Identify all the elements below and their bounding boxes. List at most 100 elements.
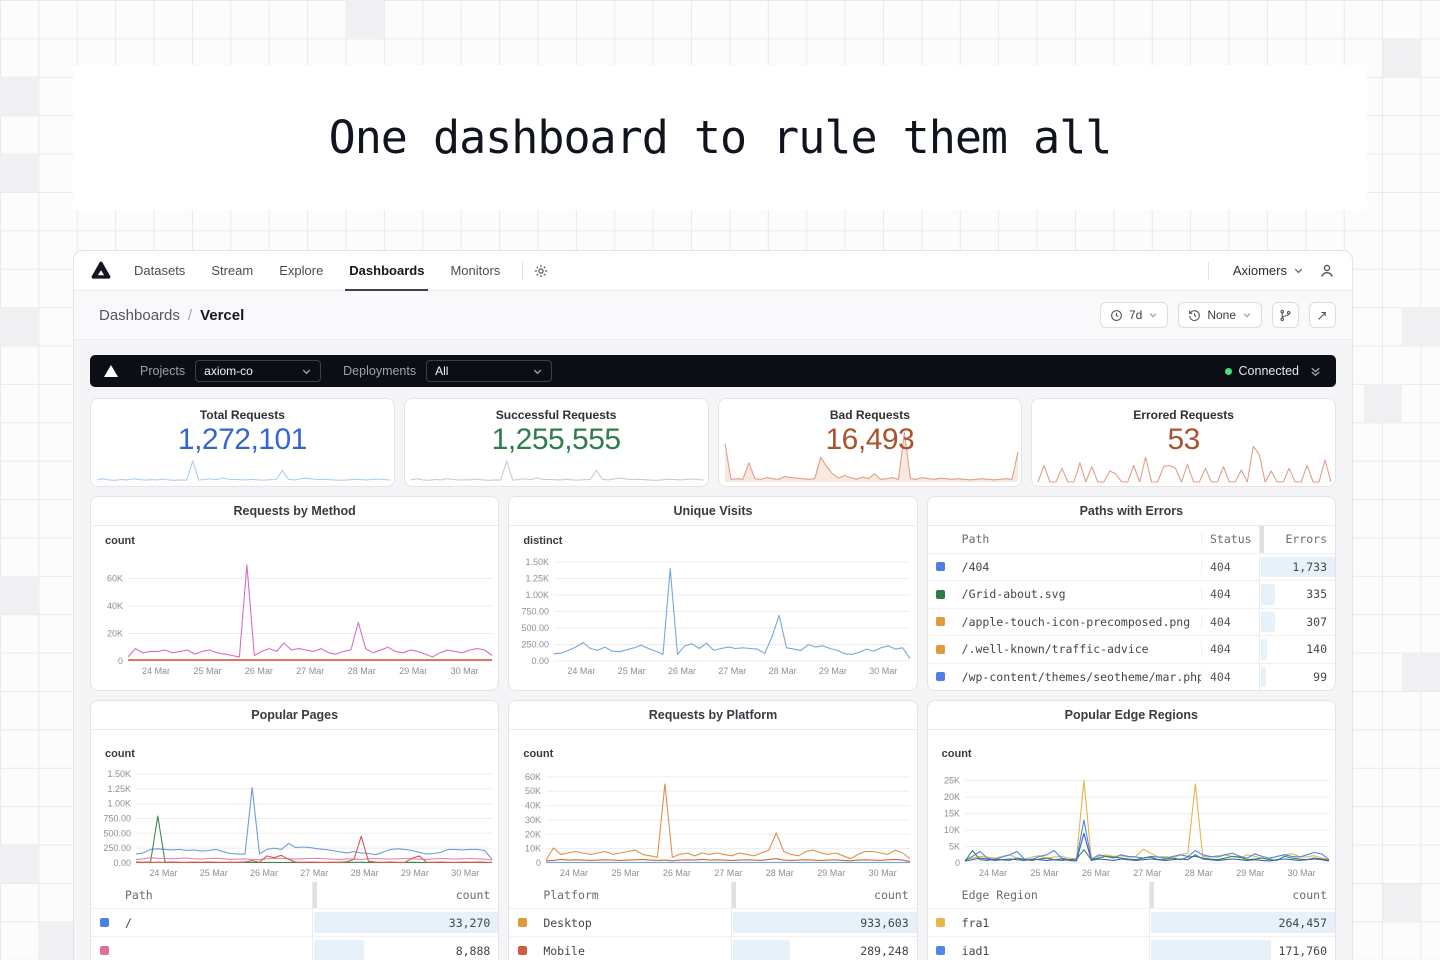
label-cell: 404 bbox=[1201, 559, 1259, 574]
grid-shaded-cell bbox=[0, 154, 38, 192]
svg-text:500.00: 500.00 bbox=[522, 623, 550, 633]
projects-select[interactable]: axiom-co bbox=[195, 360, 322, 382]
share-button[interactable] bbox=[1309, 302, 1336, 328]
svg-text:26 Mar: 26 Mar bbox=[1082, 868, 1110, 878]
svg-text:27 Mar: 27 Mar bbox=[719, 666, 747, 676]
compare-button[interactable]: None bbox=[1178, 302, 1262, 328]
table-row[interactable]: /apple-touch-icon-precomposed.png 404 307 bbox=[927, 607, 1335, 635]
table-row[interactable]: 8,888 bbox=[91, 936, 499, 960]
panel-unique-visits: Unique Visits distinct 0.00 250.00 500.00 7… bbox=[508, 496, 918, 691]
divider bbox=[522, 261, 524, 280]
metric-label: distinct bbox=[523, 535, 563, 547]
tab-monitors[interactable]: Monitors bbox=[450, 263, 501, 278]
grid-shaded-cell bbox=[346, 0, 384, 38]
stat-cards: Total Requests 1,272,101 Successful Requ… bbox=[90, 398, 1336, 487]
nav-right: Axiomers bbox=[1198, 261, 1336, 280]
org-switcher[interactable]: Axiomers bbox=[1233, 263, 1304, 278]
top-navbar: Datasets Stream Explore Dashboards Monit… bbox=[74, 251, 1352, 291]
column-header[interactable]: Path bbox=[961, 532, 990, 547]
user-icon[interactable] bbox=[1318, 262, 1336, 280]
table-row[interactable]: /Grid-about.svg 404 335 bbox=[927, 580, 1335, 608]
svg-text:25 Mar: 25 Mar bbox=[1030, 868, 1058, 878]
stat-total-requests[interactable]: Total Requests 1,272,101 bbox=[90, 398, 395, 487]
value-bar bbox=[1261, 639, 1267, 660]
label-cell: fra1 bbox=[961, 915, 990, 930]
table-row[interactable]: / 33,270 bbox=[91, 908, 499, 936]
svg-text:25K: 25K bbox=[944, 776, 960, 786]
column-header[interactable]: count bbox=[1149, 882, 1335, 908]
hero-banner: One dashboard to rule them all bbox=[73, 65, 1367, 210]
status-label: Connected bbox=[1238, 364, 1299, 378]
svg-text:26 Mar: 26 Mar bbox=[245, 666, 273, 676]
value-bar bbox=[1261, 666, 1266, 687]
value-cell: 264,457 bbox=[1149, 909, 1335, 936]
breadcrumb: Dashboards / Vercel bbox=[99, 307, 244, 324]
svg-text:24 Mar: 24 Mar bbox=[560, 868, 588, 878]
svg-text:25 Mar: 25 Mar bbox=[200, 868, 228, 878]
value-bar bbox=[314, 912, 499, 933]
time-range-button[interactable]: 7d bbox=[1099, 302, 1169, 328]
series-swatch bbox=[517, 946, 527, 955]
tab-explore[interactable]: Explore bbox=[279, 263, 324, 278]
svg-text:1.00K: 1.00K bbox=[107, 799, 131, 809]
svg-text:0.00: 0.00 bbox=[113, 858, 131, 868]
svg-text:28 Mar: 28 Mar bbox=[769, 666, 797, 676]
svg-text:24 Mar: 24 Mar bbox=[568, 666, 596, 676]
svg-text:1.50K: 1.50K bbox=[107, 769, 131, 779]
series-swatch bbox=[936, 672, 946, 682]
table-row[interactable]: Mobile 289,248 bbox=[509, 936, 917, 960]
edge-regions-chart: 0 5K 10K 15K 20K 25K 24 Mar 25 Mar 26 Mar 27 Mar 2… bbox=[944, 776, 1329, 878]
series-swatch bbox=[936, 617, 946, 627]
breadcrumb-dashboards[interactable]: Dashboards bbox=[99, 306, 180, 324]
column-header[interactable]: count bbox=[730, 882, 917, 908]
value-bar bbox=[1261, 584, 1276, 605]
grid-shaded-cell bbox=[1402, 307, 1440, 345]
table-row[interactable]: iad1 171,760 bbox=[927, 936, 1335, 960]
status-dot bbox=[1224, 367, 1232, 375]
svg-text:30 Mar: 30 Mar bbox=[1287, 868, 1315, 878]
stat-successful-requests[interactable]: Successful Requests 1,255,555 bbox=[403, 398, 709, 487]
column-header[interactable]: Errors bbox=[1259, 526, 1335, 553]
page-title: Vercel bbox=[200, 306, 245, 324]
table-row[interactable]: fra1 264,457 bbox=[927, 908, 1335, 936]
label-cell: /wp-content/themes/seotheme/mar.php bbox=[961, 669, 1201, 684]
collapse-chevrons-icon[interactable] bbox=[1309, 365, 1322, 378]
value-cell: 140 bbox=[1259, 636, 1335, 663]
panel-title: Paths with Errors bbox=[927, 497, 1335, 526]
column-header[interactable]: Status bbox=[1201, 532, 1259, 547]
grid-shaded-cell bbox=[0, 576, 38, 614]
stat-bad-requests[interactable]: Bad Requests 16,493 bbox=[717, 398, 1023, 487]
tab-dashboards[interactable]: Dashboards bbox=[337, 251, 436, 291]
fork-button[interactable] bbox=[1272, 302, 1299, 328]
column-header[interactable]: count bbox=[312, 882, 498, 908]
svg-text:30 Mar: 30 Mar bbox=[869, 868, 897, 878]
breadcrumb-separator: / bbox=[187, 306, 193, 324]
svg-text:24 Mar: 24 Mar bbox=[149, 868, 177, 878]
deployments-select[interactable]: All bbox=[426, 360, 553, 382]
svg-text:30K: 30K bbox=[525, 815, 541, 825]
label-cell: /404 bbox=[961, 559, 990, 574]
clock-icon bbox=[1111, 309, 1122, 321]
panel-paths-with-errors: Paths with Errors Path Status Errors/404 40… bbox=[926, 496, 1336, 691]
successful-requests-sparkline bbox=[410, 460, 704, 481]
metric-label: count bbox=[105, 748, 135, 760]
metric-label: count bbox=[523, 748, 554, 760]
column-header[interactable]: Platform bbox=[543, 888, 599, 902]
tab-stream[interactable]: Stream bbox=[211, 263, 254, 278]
tab-datasets[interactable]: Datasets bbox=[134, 263, 186, 278]
table-header: Path Status Errors bbox=[928, 526, 1335, 553]
column-header[interactable]: Path bbox=[125, 888, 153, 902]
svg-text:1.25K: 1.25K bbox=[107, 784, 131, 794]
table-row[interactable]: /404 404 1,733 bbox=[927, 552, 1335, 580]
table-row[interactable]: Desktop 933,603 bbox=[509, 908, 917, 936]
stat-errored-requests[interactable]: Errored Requests 53 bbox=[1031, 398, 1336, 487]
axiom-logo-icon[interactable] bbox=[90, 260, 112, 282]
table-row[interactable]: /.well-known/traffic-advice 404 140 bbox=[927, 635, 1335, 663]
table-row[interactable]: /wp-content/themes/seotheme/mar.php 404 99 bbox=[927, 662, 1335, 690]
value-cell: 99 bbox=[1259, 663, 1335, 690]
series-swatch bbox=[936, 918, 946, 927]
column-header[interactable]: Edge Region bbox=[961, 888, 1038, 902]
gear-icon[interactable] bbox=[533, 263, 549, 279]
divider bbox=[1207, 261, 1209, 280]
